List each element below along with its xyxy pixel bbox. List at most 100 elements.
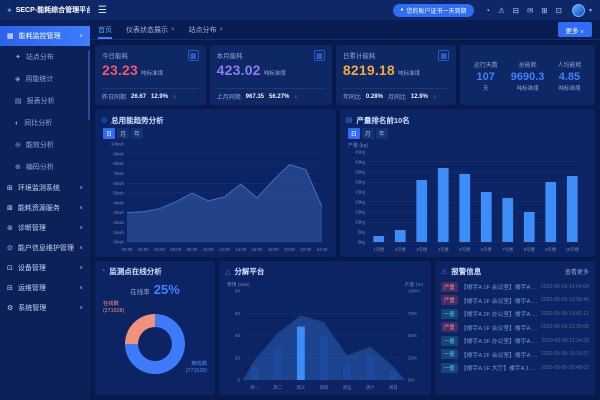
box-icon[interactable]: ⊟ (512, 5, 520, 15)
svg-text:0: 0 (237, 377, 240, 382)
online-rate-label: 在线率 (130, 288, 150, 296)
svg-text:20kg: 20kg (355, 200, 365, 205)
dashboard-content: 今日能耗 ▦ 23.23 吨标准煤 昨日同期 26.67 12.9% ↓ 本月能耗 ▦ 423.02… (90, 40, 600, 400)
footer-value: 967.35 (245, 93, 265, 100)
stat-footer: 上月同期 967.35 56.27% ↓ (216, 88, 325, 101)
alarm-row-5[interactable]: 一般 【楼宇A 2F 会议室】楼宇A 2F… 2020-05-09 10:15:27 (441, 349, 589, 360)
certificate-notice-pill[interactable]: ● 您的账户证书一天到期 (393, 3, 474, 17)
more-button[interactable]: 更多 ∨ (557, 22, 592, 37)
sidebar-group-0[interactable]: ▦ 能耗监控管理 ∧ (0, 26, 90, 46)
tab-label: 仪表状态展示 (126, 26, 168, 34)
sidebar-item-0-0[interactable]: ✦ 站点分布 (0, 46, 90, 68)
sidebar-item-0-3[interactable]: ◐ 同比分析 (0, 112, 90, 134)
calendar-icon[interactable]: ▦ (313, 50, 325, 61)
sidebar-item-0-5[interactable]: ⊕ 编码分析 (0, 156, 90, 178)
alarm-row-0[interactable]: 严重 【楼宇A 1F 会议室】楼宇A 1F… 2020-05-09 14:04:04 (441, 281, 589, 292)
sidebar-scrollbar[interactable] (88, 50, 90, 120)
view-more-link[interactable]: 查看更多 (564, 270, 589, 277)
tab-label: 首页 (98, 26, 112, 34)
clock-icon[interactable]: ◔ (485, 5, 491, 15)
panel-energy-trend: ◎ 总用能趋势分析 日月年 0kwh 1kwh 2kwh 3kwh 4kwh 5kwh 6k… (95, 109, 336, 257)
sidebar-group-7[interactable]: ⚙ 系统管理 ∨ (0, 298, 90, 318)
footer-value: 12.9% (410, 93, 428, 100)
avatar[interactable] (571, 3, 585, 17)
svg-text:4号楼: 4号楼 (437, 246, 449, 253)
svg-text:0kg: 0kg (357, 240, 365, 245)
alarm-row-6[interactable]: 一般 【楼宇A 1F 大厅】楼宇A 1F… 2020-05-09 09:48:02 (441, 362, 589, 373)
donut-label-offline: 离线数 (771528) (186, 361, 207, 375)
close-icon[interactable]: × (219, 26, 224, 33)
svg-text:9kwh: 9kwh (113, 151, 124, 156)
chevron-down-icon: ∨ (79, 225, 83, 231)
panel-online-analysis: ◔ 监测点在线分析 在线率 25% 在线数 (271528) 离线数 (771528) (95, 260, 215, 395)
svg-text:10:00: 10:00 (203, 247, 214, 252)
combo-icon: △ (225, 268, 231, 276)
donut-label-count: (771528) (185, 367, 207, 374)
bar (523, 212, 535, 242)
sidebar-item-0-4[interactable]: ⊖ 能效分析 (0, 134, 90, 156)
alarm-row-3[interactable]: 严重 【楼宇A 1F 会议室】楼宇A 1F… 2020-05-09 12:30:05 (441, 322, 589, 333)
alarm-list: 严重 【楼宇A 1F 会议室】楼宇A 1F… 2020-05-09 14:04:04… (441, 281, 589, 391)
sidebar-group-icon: ⊞ (7, 185, 13, 192)
bar (250, 366, 259, 380)
svg-text:1kwh: 1kwh (113, 230, 124, 235)
svg-text:06:00: 06:00 (170, 247, 181, 252)
charts-bottom-row: ◔ 监测点在线分析 在线率 25% 在线数 (271528) 离线数 (771528)… (95, 260, 595, 395)
stat-unit: 吨标准煤 (263, 71, 286, 77)
panel-title: 产量排名前10名 (356, 115, 410, 125)
toggle-年[interactable]: 年 (131, 128, 143, 139)
tab-bar: 首页 仪表状态展示 × 站点分布 × 更多 ∨ (90, 20, 600, 40)
trend-down-icon: ↓ (432, 93, 436, 100)
svg-text:费用 (kwh): 费用 (kwh) (227, 281, 250, 288)
fullscreen-icon[interactable]: ⊡ (555, 5, 562, 15)
calendar-icon[interactable]: ▦ (187, 50, 199, 61)
sidebar-group-2[interactable]: ⊠ 能耗资源服务 ∨ (0, 198, 90, 218)
menu-collapse-icon[interactable]: ☰ (98, 4, 107, 16)
sidebar-item-label: 用能统计 (25, 76, 54, 83)
donut-label-online: 在线数 (271528) (103, 301, 124, 315)
alert-icon[interactable]: ⚠ (498, 5, 505, 15)
tab-0[interactable]: 首页 (98, 20, 112, 39)
sidebar-group-1[interactable]: ⊞ 环境监测系统 ∨ (0, 178, 90, 198)
stat-card-title: 本月能耗 (216, 53, 243, 60)
donut-label-text: 在线数 (103, 300, 119, 307)
svg-text:6号楼: 6号楼 (480, 246, 492, 253)
svg-text:周五: 周五 (343, 385, 352, 391)
bar (437, 168, 449, 242)
summary-unit: 吨标准煤 (558, 85, 581, 92)
svg-text:7号楼: 7号楼 (502, 246, 514, 253)
sidebar-item-label: 同比分析 (24, 120, 53, 127)
toggle-月[interactable]: 月 (361, 128, 374, 139)
svg-text:周二: 周二 (273, 385, 282, 391)
sidebar-item-icon: ⊕ (15, 164, 21, 171)
tab-1[interactable]: 仪表状态展示 × (126, 20, 175, 39)
alarm-row-1[interactable]: 严重 【楼宇A 1F 会议室】楼宇A 1F… 2020-05-09 13:58:46 (441, 295, 589, 306)
stats-icon[interactable]: ▦ (438, 50, 450, 61)
toggle-日[interactable]: 日 (103, 128, 115, 139)
bar (366, 355, 375, 380)
alarm-level-badge: 一般 (441, 308, 458, 319)
chevron-down-icon[interactable]: ▾ (588, 7, 592, 14)
sidebar-item-icon: ✦ (15, 54, 21, 61)
svg-text:6kwh: 6kwh (113, 181, 124, 186)
toggle-日[interactable]: 日 (347, 128, 360, 139)
close-icon[interactable]: × (171, 26, 175, 33)
alarm-row-4[interactable]: 一般 【楼宇A 3F 办公室】楼宇A 3F… 2020-05-09 11:24:33 (441, 335, 589, 346)
sidebar-item-0-2[interactable]: ▤ 报表分析 (0, 90, 90, 112)
stat-card-0: 今日能耗 ▦ 23.23 吨标准煤 昨日同期 26.67 12.9% ↓ (95, 45, 206, 105)
sidebar-group-4[interactable]: ⊙ 能户信息维护管理 ∨ (0, 238, 90, 258)
tab-2[interactable]: 站点分布 × (189, 20, 224, 39)
svg-text:18:00: 18:00 (268, 247, 279, 252)
tab-label: 站点分布 (188, 26, 217, 34)
alarm-row-2[interactable]: 一般 【楼宇A 2F 办公室】楼宇A 2F… 2020-05-09 13:42:12 (441, 308, 589, 319)
toggle-年[interactable]: 年 (375, 128, 388, 139)
toggle-月[interactable]: 月 (117, 128, 129, 139)
sidebar-item-0-1[interactable]: ◈ 用能统计 (0, 68, 90, 90)
chevron-down-icon: ∨ (79, 185, 83, 191)
sidebar-group-5[interactable]: ⊡ 设备管理 ∨ (0, 258, 90, 278)
sidebar-group-6[interactable]: ⊟ 运维管理 ∨ (0, 278, 90, 298)
sidebar-group-label: 能户信息维护管理 (17, 245, 74, 252)
grid-icon[interactable]: ⊞ (541, 5, 548, 15)
sidebar-group-3[interactable]: ⊚ 诊断管理 ∨ (0, 218, 90, 238)
mail-icon[interactable]: ✉ (527, 5, 534, 15)
